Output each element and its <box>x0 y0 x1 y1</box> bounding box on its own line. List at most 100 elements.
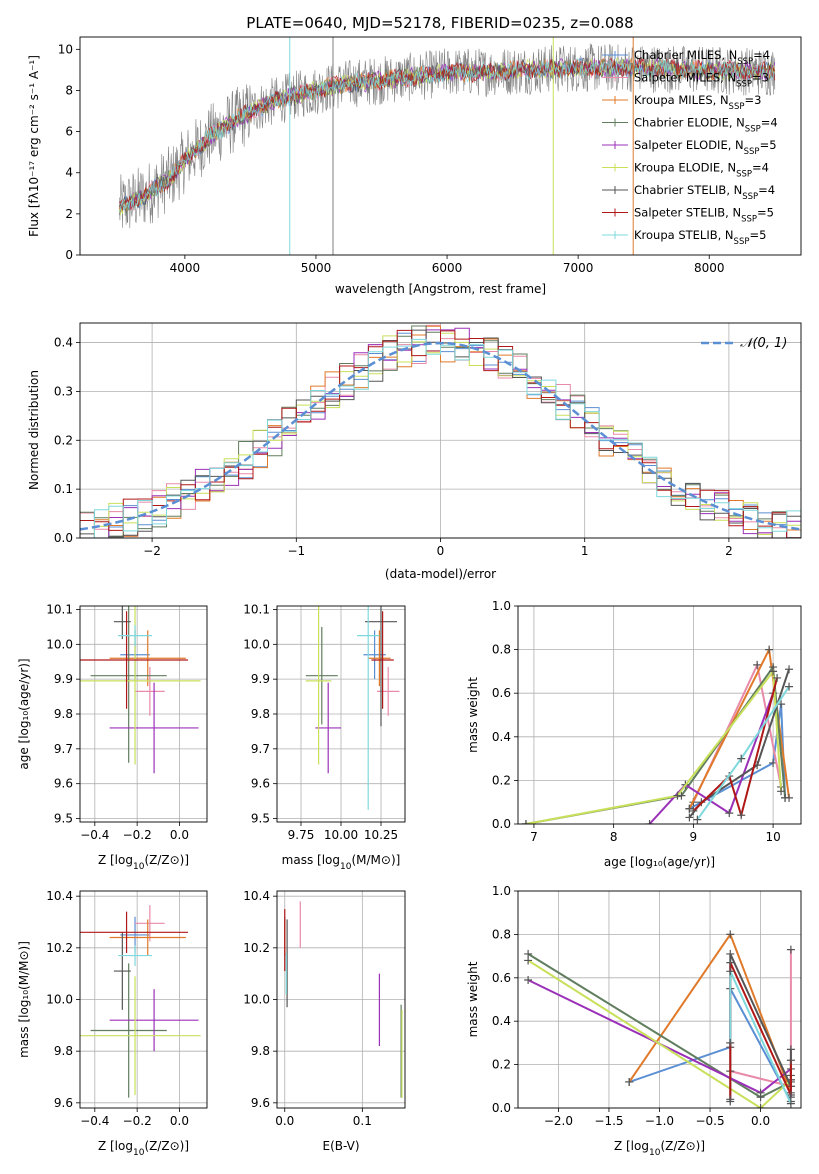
y-tick-label: 0.2 <box>492 773 511 787</box>
data-marker <box>786 1056 795 1065</box>
y-tick-label: 9.9 <box>251 672 270 686</box>
x-tick-label: 0.0 <box>170 1114 189 1128</box>
y-tick-label: 0.4 <box>492 1014 511 1028</box>
data-marker <box>781 793 790 802</box>
x-tick-label: 10.00 <box>324 828 358 842</box>
legend-label-main: Chabrier STELIB, N <box>634 183 742 197</box>
x-tick-label: 7 <box>530 830 538 844</box>
spectrum-lines <box>118 37 776 255</box>
x-tick-label: −0.5 <box>695 1114 724 1128</box>
x-axis-label-tail: (Z/Z⊙)] <box>144 1139 189 1153</box>
x-tick-label: 9 <box>690 830 698 844</box>
legend-label-sub: SSP <box>729 102 745 112</box>
y-tick-label: 9.7 <box>54 742 73 756</box>
data-marker <box>725 809 734 818</box>
data-marker <box>753 660 762 669</box>
x-tick-label: 7000 <box>563 261 594 275</box>
y-tick-label: 0.6 <box>492 971 511 985</box>
y-tick-label: 9.6 <box>251 1096 270 1110</box>
data-marker <box>737 754 746 763</box>
data-marker <box>726 1038 735 1047</box>
x-tick-label: 10 <box>765 830 780 844</box>
x-tick-label: −0.2 <box>123 1114 152 1128</box>
legend-label-main: Salpeter STELIB, N <box>634 206 741 220</box>
x-tick-label: 9.75 <box>288 828 315 842</box>
y-tick-label: 10.4 <box>46 889 73 903</box>
data-marker <box>765 645 774 654</box>
legend-label-tail: =3 <box>752 71 769 85</box>
y-tick-label: 9.8 <box>251 707 270 721</box>
data-marker <box>726 930 735 939</box>
y-tick-label: 9.8 <box>54 1044 73 1058</box>
x-tick-label: −1 <box>287 544 305 558</box>
legend-label-main: Chabrier ELODIE, N <box>634 116 745 130</box>
y-tick-label: 0.8 <box>492 927 511 941</box>
error-bars <box>284 901 403 1098</box>
data-marker <box>756 1104 765 1108</box>
y-axis-label: age [log₁₀(age/yr)] <box>17 658 31 769</box>
legend-label-sub: SSP <box>741 215 757 225</box>
histogram-step <box>80 329 801 538</box>
weight-line <box>692 677 779 819</box>
x-tick-label: 0 <box>437 544 445 558</box>
y-tick-label: 9.7 <box>251 742 270 756</box>
y-tick-label: 8 <box>65 83 73 97</box>
y-tick-label: 0.4 <box>54 336 73 350</box>
legend-label-main: Kroupa MILES, N <box>634 93 729 107</box>
legend-label: Salpeter ELODIE, NSSP=5 <box>634 138 777 157</box>
plot-frame <box>79 890 208 1109</box>
age-vs-mass-panel: 9.75 10.00 10.25 9.5 9.6 9.7 9.8 9.9 10.0 10.1 mas… <box>243 602 406 872</box>
data-marker <box>726 1095 735 1104</box>
legend-label-sub: SSP <box>737 57 753 67</box>
data-marker <box>726 967 735 976</box>
x-axis-label-sub: 10 <box>133 862 145 872</box>
x-axis-label-sub: 10 <box>133 1148 145 1158</box>
y-tick-label: 0 <box>65 248 73 262</box>
plot-frame <box>79 36 802 256</box>
y-tick-label: 1.0 <box>492 599 511 613</box>
legend-label: Kroupa ELODIE, NSSP=4 <box>634 161 769 180</box>
y-tick-label: 10.1 <box>243 602 270 616</box>
x-tick-label: 10.25 <box>364 828 398 842</box>
data-marker <box>685 804 694 813</box>
mass-vs-ebv-panel: 0.0 0.1 9.6 9.8 10.0 10.2 10.4 E(B-V) <box>243 889 406 1153</box>
y-tick-label: 9.6 <box>54 1096 73 1110</box>
plot-frame <box>276 890 406 1109</box>
y-axis-label: mass weight <box>466 677 480 753</box>
data-marker <box>769 667 778 676</box>
plot-frame <box>517 890 802 1109</box>
histogram-bars <box>80 324 801 538</box>
y-tick-label: 10.4 <box>243 889 270 903</box>
y-tick-label: 10.2 <box>46 941 73 955</box>
data-marker <box>756 1088 765 1097</box>
legend-label-tail: =5 <box>760 138 777 152</box>
data-marker <box>685 813 694 822</box>
legend-label: 𝒩(0, 1) <box>740 336 787 351</box>
data-marker <box>773 673 782 682</box>
weight-line <box>648 692 775 824</box>
model-spectrum-line <box>119 58 776 211</box>
data-marker <box>693 815 702 824</box>
y-tick-label: 9.5 <box>54 812 73 826</box>
y-tick-label: 0.2 <box>492 1058 511 1072</box>
x-tick-label: −2 <box>143 544 161 558</box>
plot-frame <box>517 605 802 825</box>
legend-label: Chabrier STELIB, NSSP=4 <box>634 183 775 202</box>
x-axis-label: E(B-V) <box>322 1139 359 1153</box>
legend-label-tail: =5 <box>757 206 774 220</box>
y-tick-label: 10.0 <box>243 637 270 651</box>
error-bars <box>305 606 400 810</box>
x-axis-label-sub: 10 <box>340 862 352 872</box>
error-bars <box>80 606 201 774</box>
plot-frame <box>79 605 208 823</box>
figure-title: PLATE=0640, MJD=52178, FIBERID=0235, z=0… <box>246 14 633 32</box>
x-axis-label-main: Z [log <box>614 1139 649 1153</box>
x-axis-label-main: Z [log <box>98 1139 133 1153</box>
plot-frame <box>79 322 802 539</box>
x-axis-label: Z [log10(Z/Z⊙)] <box>614 1139 705 1158</box>
x-tick-label: 4000 <box>170 261 201 275</box>
error-bars <box>80 905 201 1098</box>
histogram-step <box>80 338 801 538</box>
model-spectrum-line <box>118 57 776 209</box>
